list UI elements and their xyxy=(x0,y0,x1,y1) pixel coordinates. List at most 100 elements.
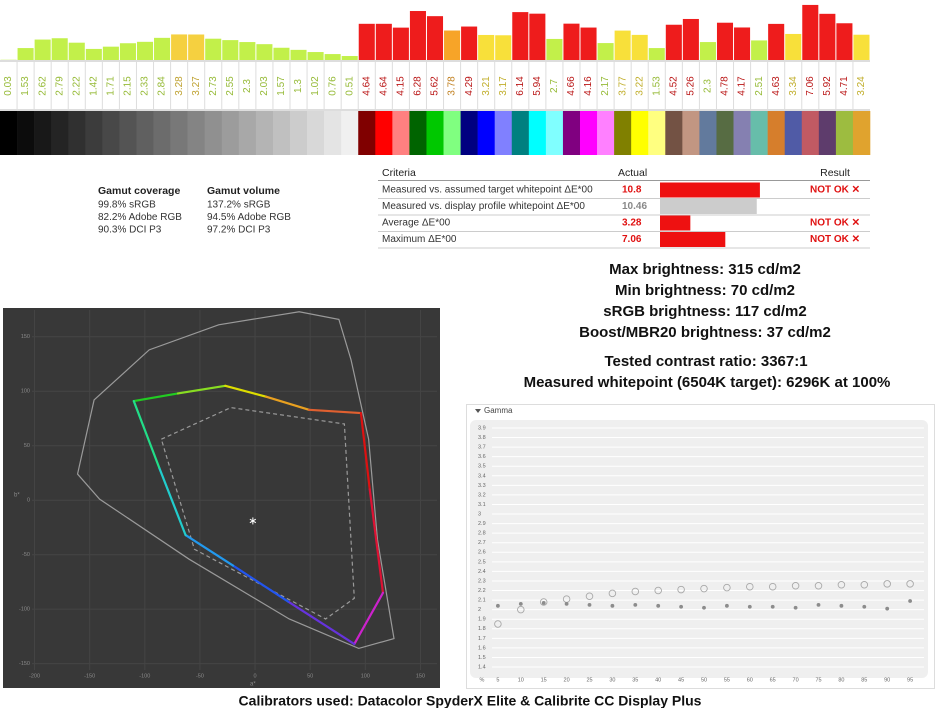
x-tick-label: 15 xyxy=(541,677,547,683)
gamma-point xyxy=(610,603,615,608)
gamut-edge xyxy=(264,395,311,411)
y-tick-label: 3.3 xyxy=(478,483,486,489)
value-label: 3.22 xyxy=(634,76,645,96)
value-label: 6.14 xyxy=(515,76,526,96)
y-tick-label: 1.9 xyxy=(478,617,486,623)
color-patch xyxy=(750,111,768,155)
y-tick-label: 2.8 xyxy=(478,531,486,537)
value-label: 2.33 xyxy=(140,76,151,96)
coverage-title: Gamut coverage xyxy=(98,185,180,197)
value-label: 1.57 xyxy=(276,76,287,96)
color-patch xyxy=(0,111,18,155)
color-patch xyxy=(835,111,854,155)
y-tick-label: 1.6 xyxy=(478,645,486,651)
gamma-point xyxy=(587,602,592,607)
bar xyxy=(239,42,256,60)
color-patch xyxy=(409,111,427,155)
y-tick-label: 3 xyxy=(478,511,481,517)
y-tick-label: 3.2 xyxy=(478,492,486,498)
x-tick-label: 65 xyxy=(770,677,776,683)
y-tick-label: 2.3 xyxy=(478,578,486,584)
color-patch xyxy=(426,111,444,155)
bar xyxy=(563,23,580,60)
x-axis-label: a* xyxy=(250,682,256,688)
color-patch xyxy=(85,111,103,155)
actual: 7.06 xyxy=(622,234,642,245)
bar xyxy=(716,22,734,60)
result: NOT OK ✕ xyxy=(810,185,860,196)
gamma-point xyxy=(791,581,800,590)
x-tick-label: 35 xyxy=(632,677,638,683)
gamut-edge xyxy=(132,399,161,469)
bar xyxy=(392,27,409,61)
x-tick-label: 85 xyxy=(861,677,867,683)
y-tick-label: 1.4 xyxy=(478,664,486,670)
color-patch xyxy=(204,111,223,155)
value-label: 2.51 xyxy=(754,76,765,96)
gamma-point xyxy=(908,599,912,603)
y-axis-label: b* xyxy=(14,493,20,499)
color-patch xyxy=(358,111,376,155)
volume-title: Gamut volume xyxy=(207,185,280,197)
bar xyxy=(256,44,273,60)
gamma-point xyxy=(768,582,777,591)
color-patch xyxy=(614,111,632,155)
value-label: 3.77 xyxy=(617,76,628,96)
gamut-edge xyxy=(307,408,363,415)
gamma-point xyxy=(793,605,798,610)
brightness-line: Boost/MBR20 brightness: 37 cd/m2 xyxy=(579,324,831,341)
gamma-point xyxy=(906,580,914,588)
gamut-edge xyxy=(231,564,290,603)
gamma-point xyxy=(633,602,638,607)
gamma-point xyxy=(679,604,683,609)
bar xyxy=(444,30,461,60)
gamma-point xyxy=(631,587,640,596)
gamma-point xyxy=(885,606,890,611)
coverage-line: 82.2% Adobe RGB xyxy=(98,212,182,223)
value-label: 7.06 xyxy=(805,76,816,96)
value-label: 4.29 xyxy=(464,76,475,96)
bar xyxy=(699,42,716,60)
bar xyxy=(136,41,154,60)
value-label: 1.53 xyxy=(651,76,662,96)
color-patch xyxy=(272,111,291,155)
color-patch xyxy=(170,111,188,155)
bar xyxy=(68,42,85,60)
criteria: Maximum ΔE*00 xyxy=(382,234,457,245)
actual-bar xyxy=(660,182,760,198)
bar xyxy=(222,40,239,60)
x-tick-label: 50 xyxy=(701,677,707,683)
gamma-point xyxy=(700,584,708,593)
color-patch xyxy=(119,111,137,155)
value-label: 2.22 xyxy=(71,76,82,96)
gamma-point xyxy=(494,620,502,628)
criteria: Average ΔE*00 xyxy=(382,218,451,229)
actual-bar xyxy=(660,232,726,247)
gamma-point xyxy=(816,602,821,607)
x-tick-label: 55 xyxy=(724,677,730,683)
gamut-edge xyxy=(368,488,385,594)
value-label: 2.03 xyxy=(259,76,270,96)
x-tick-label: 40 xyxy=(655,677,661,683)
value-label: 2.55 xyxy=(225,76,236,96)
y-tick-label: 2.6 xyxy=(478,550,486,556)
contrast: Tested contrast ratio: 3367:1 xyxy=(604,353,807,370)
footer: Calibrators used: Datacolor SpyderX Elit… xyxy=(239,693,702,708)
y-tick-label: 2.1 xyxy=(478,598,486,604)
bar xyxy=(17,48,34,60)
color-patch xyxy=(51,111,69,155)
bar xyxy=(836,23,853,60)
bar xyxy=(853,34,870,60)
value-label: 2.62 xyxy=(37,76,48,96)
gamma-point xyxy=(608,589,617,598)
y-tick-label: 3.7 xyxy=(478,445,486,451)
value-label: 1.53 xyxy=(20,76,31,96)
value-label: 4.71 xyxy=(839,76,850,96)
white-point-stroke xyxy=(249,518,257,524)
value-label: 4.15 xyxy=(396,76,407,96)
actual-bar xyxy=(660,199,757,214)
gamma-point xyxy=(837,581,846,589)
gamma-point xyxy=(725,603,729,608)
color-patch xyxy=(324,111,342,155)
collapse-icon[interactable] xyxy=(475,409,481,413)
